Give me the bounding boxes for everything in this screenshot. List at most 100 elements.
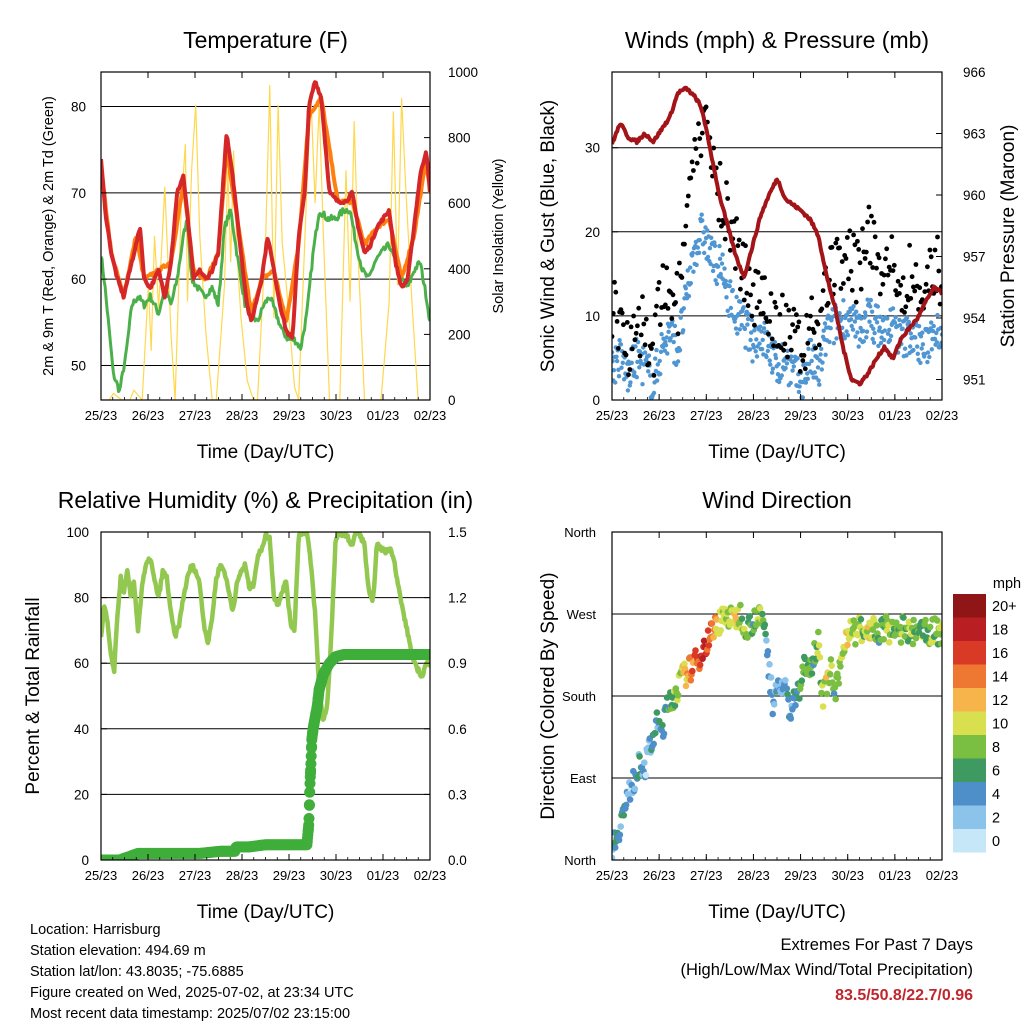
wind-point [920,342,926,347]
wind-point [812,370,817,375]
x-tick-label: 29/23 [273,408,306,423]
direction-point [893,619,900,626]
wind-point [931,323,936,329]
x-tick-label: 26/23 [643,868,676,883]
direction-point [612,844,619,851]
gust-point [724,180,729,186]
direction-point [766,661,773,668]
gust-point [627,367,633,372]
wind-point [813,375,819,380]
gust-point [755,270,761,275]
wind-point [749,330,754,335]
speed-colorbar: mph 0 2 4 6 8 10 12 14 16 18 20+ [953,576,1021,853]
x-tick-label: 27/23 [690,408,723,423]
wind-point [748,337,753,343]
y2-tick-label: 0.0 [448,853,467,868]
wind-point [776,362,781,367]
wind-point [654,378,660,383]
x-tick-label: 01/23 [367,868,400,883]
gust-point [735,243,741,249]
direction-point [681,660,688,668]
direction-point [799,663,806,670]
direction-point [792,702,799,709]
plot-area [101,532,430,860]
wind-point [699,212,704,217]
gust-point [785,354,790,360]
direction-point [710,634,717,641]
wind-point [681,328,686,333]
wind-point [788,380,793,386]
wind-point [730,287,735,293]
colorbar-label: 18 [992,622,1008,638]
wind-point [847,309,852,314]
y-tick-label: 40 [74,722,89,737]
direction-point [827,656,835,663]
wind-point [738,299,743,304]
direction-point [650,740,657,748]
gust-point [616,346,621,351]
wind-point [658,371,663,377]
gust-point [794,312,799,318]
x-tick-label: 28/23 [737,408,770,423]
gust-point [792,328,798,334]
gust-point [787,334,793,340]
wind-point [612,358,615,364]
x-tick-label: 30/23 [831,868,864,883]
wind-point [764,354,769,360]
wind-point [849,323,854,329]
direction-point [767,674,775,681]
gust-point [809,295,815,301]
gust-point [805,340,811,346]
gust-point [890,268,896,273]
direction-point [791,695,798,702]
wind-point [871,340,877,345]
wind-point [920,330,925,335]
wind-point [888,333,894,339]
wind-point [806,361,812,367]
colorbar-label: 12 [992,693,1008,709]
wind-point [777,379,782,385]
x-tick-label: 30/23 [831,408,864,423]
direction-point [922,616,929,624]
gust-point [791,306,797,312]
x-tick-label: 26/23 [643,408,676,423]
gust-point [853,299,859,305]
extremes-values: 83.5/50.8/22.7/0.96 [835,987,973,1004]
gust-point [820,288,826,293]
recent-data-text: Most recent data timestamp: 2025/07/02 2… [30,1006,351,1022]
direction-point [692,647,699,654]
y-tick-label: 70 [71,186,86,201]
y-tick-label: 20 [74,787,89,802]
x-tick-label: 28/23 [226,408,259,423]
gust-point [852,242,858,248]
precip-point [304,786,316,798]
wind-point [705,254,711,260]
wind-point [929,347,934,352]
gust-point [777,312,783,317]
wind-point [918,360,923,365]
latlon-text: Station lat/lon: 43.8035; -75.6885 [30,964,244,980]
x-tick-label: 02/23 [414,868,447,883]
x-tick-label: 29/23 [784,408,817,423]
direction-point [762,630,769,638]
wind-point [842,336,847,341]
x-tick-label: 01/23 [879,408,912,423]
gust-point [772,299,778,305]
wind-point [714,281,720,287]
gust-point [688,175,694,181]
x-tick-label: 02/23 [926,408,959,423]
y2-tick-label: 200 [448,327,471,342]
colorbar-swatch [953,758,986,782]
y2-tick-label: 963 [963,127,986,142]
direction-point [854,631,861,639]
wind-point [666,329,671,334]
wind-point [653,356,658,361]
gust-point [623,352,629,358]
gust-point [936,268,942,274]
wind-point [893,315,898,320]
wind-point [773,355,779,361]
wind-point [616,374,622,379]
x-tick-label: 27/23 [179,408,212,423]
gust-point [811,330,817,335]
precip-point [306,742,317,754]
